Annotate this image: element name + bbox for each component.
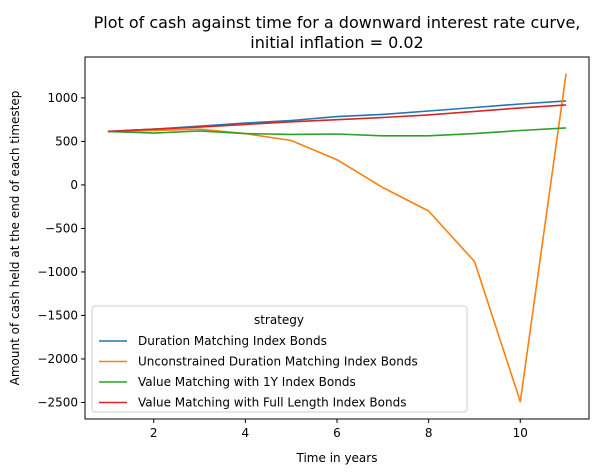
legend-title: strategy: [254, 313, 304, 327]
y-tick-label: −2500: [37, 395, 78, 409]
x-tick-label: 2: [150, 426, 158, 440]
y-axis-label: Amount of cash held at the end of each t…: [8, 91, 22, 386]
x-axis-label: Time in years: [296, 451, 378, 465]
y-tick-label: −1500: [37, 308, 78, 322]
series-line-2: [107, 73, 567, 403]
legend-frame: [91, 305, 468, 413]
y-tick-label: −1000: [37, 265, 78, 279]
chart-title-line-2: initial inflation = 0.02: [250, 33, 423, 52]
legend: strategy Duration Matching Index Bonds Un…: [91, 305, 468, 413]
y-tick-label: −2000: [37, 352, 78, 366]
y-tick-label: 500: [55, 134, 78, 148]
series-lines: [107, 73, 567, 403]
series-line-3: [107, 127, 567, 137]
y-tick-label: −500: [45, 221, 78, 235]
legend-label-2: Unconstrained Duration Matching Index Bo…: [138, 355, 418, 369]
x-tick-label: 6: [333, 426, 341, 440]
series-line-4: [107, 104, 567, 133]
x-tick-label: 10: [513, 426, 528, 440]
chart-title-line-1: Plot of cash against time for a downward…: [94, 13, 581, 32]
x-tick-label: 8: [425, 426, 433, 440]
plot-frame: [84, 56, 590, 420]
legend-label-3: Value Matching with 1Y Index Bonds: [138, 375, 356, 389]
series-line-1: [107, 100, 567, 133]
y-tick-label: 1000: [47, 91, 78, 105]
legend-label-4: Value Matching with Full Length Index Bo…: [138, 396, 406, 410]
x-tick-label: 4: [242, 426, 250, 440]
axis-ticks: 2 4 6 8 10 1000 500 0 −500 −1000 −1500 −2000 −2500: [37, 91, 528, 440]
y-tick-label: 0: [70, 178, 78, 192]
legend-entries: Duration Matching Index Bonds Unconstrain…: [99, 334, 418, 410]
legend-label-1: Duration Matching Index Bonds: [138, 334, 327, 348]
